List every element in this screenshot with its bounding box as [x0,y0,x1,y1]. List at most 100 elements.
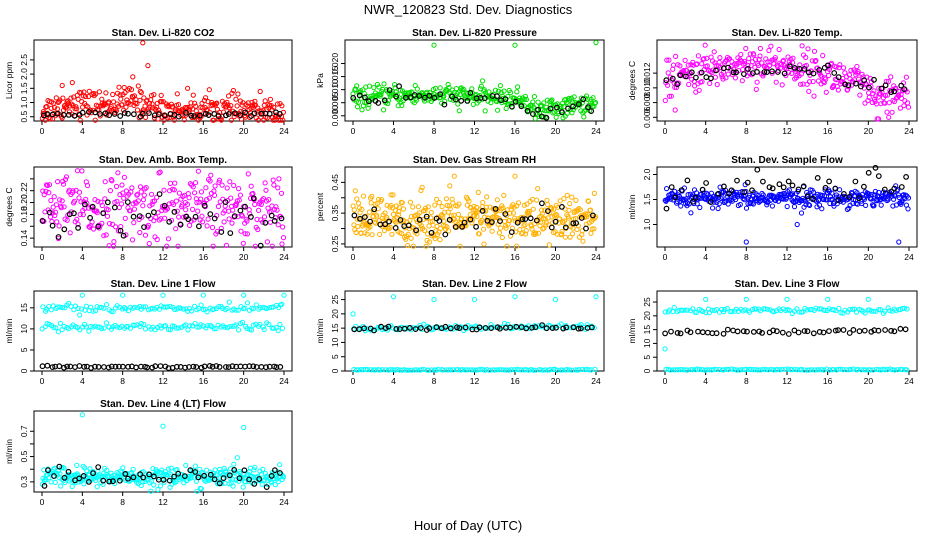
x-tick-label: 20 [551,376,561,386]
data-point [188,474,194,481]
data-point [668,93,674,99]
data-point [175,470,182,477]
data-point [399,102,405,109]
x-tick-label: 4 [703,252,708,262]
data-point [168,465,174,471]
data-point [721,183,727,190]
data-point [171,208,178,215]
outlier-point [451,173,457,179]
data-point [387,224,393,230]
data-point [228,195,234,201]
data-point [216,304,222,310]
data-point [444,202,450,208]
data-point [702,42,708,48]
data-point [234,103,240,109]
data-point [186,107,193,113]
data-point [107,188,114,194]
data-point [888,327,894,334]
data-point [119,201,125,207]
data-point [172,180,178,186]
data-point [224,99,230,105]
data-point [221,219,227,225]
data-point [738,51,744,58]
data-point [226,216,232,222]
data-point [94,484,100,490]
data-point [106,478,113,485]
data-point [447,183,453,189]
data-point [241,467,248,474]
x-tick-label: 12 [470,126,480,136]
data-point [104,467,110,473]
data-point [760,192,766,198]
data-point [720,330,727,337]
data-point [511,367,517,373]
data-point [204,309,210,315]
data-point [149,201,155,207]
data-point [522,93,529,99]
data-point [569,194,575,200]
data-point [266,110,273,117]
data-point [882,92,889,99]
data-point [829,190,835,196]
data-point [696,87,702,93]
data-point [826,178,832,185]
data-point [725,366,732,373]
data-point [751,52,757,58]
panel-title: Stan. Dev. Line 4 (LT) Flow [100,399,226,410]
data-point [465,367,471,373]
data-point [554,104,560,111]
data-point [866,84,872,91]
x-tick-label: 20 [239,126,249,136]
data-point [52,105,58,111]
data-point [437,91,444,98]
x-tick-label: 4 [703,376,708,386]
data-point [252,201,258,208]
data-point [104,213,111,219]
data-point [887,366,893,372]
data-point [548,98,554,104]
data-point [467,89,474,96]
x-tick-label: 20 [864,252,874,262]
data-point [699,79,705,85]
data-point [100,210,107,217]
y-axis-label: degrees C [4,187,14,226]
data-point [225,102,231,108]
data-point [191,113,198,119]
data-point [363,366,369,372]
data-point [51,473,57,479]
data-point [737,57,743,63]
data-point [351,212,358,219]
data-point [446,85,452,91]
outlier-point [896,239,902,245]
data-point [359,206,365,212]
x-tick-label: 20 [239,252,249,262]
data-point [682,57,688,64]
data-point [98,326,105,332]
data-point [587,207,594,213]
data-point [143,471,149,477]
data-point [801,367,807,373]
data-point [171,473,178,480]
data-point [577,207,584,213]
data-point [559,228,565,235]
data-point [142,186,148,192]
data-point [260,219,266,225]
outlier-point [672,107,678,113]
data-point [557,198,563,204]
data-point [772,57,778,63]
data-point [190,206,196,212]
data-point [856,195,862,202]
data-point [89,219,95,225]
data-point [785,178,792,185]
data-point [547,367,553,373]
data-point [889,109,895,115]
data-point [47,116,53,122]
data-point [228,103,234,109]
data-point [178,107,185,113]
outlier-point [662,346,668,352]
data-point [246,476,253,483]
data-point [569,231,576,237]
data-point [891,185,898,192]
data-point [173,198,179,204]
